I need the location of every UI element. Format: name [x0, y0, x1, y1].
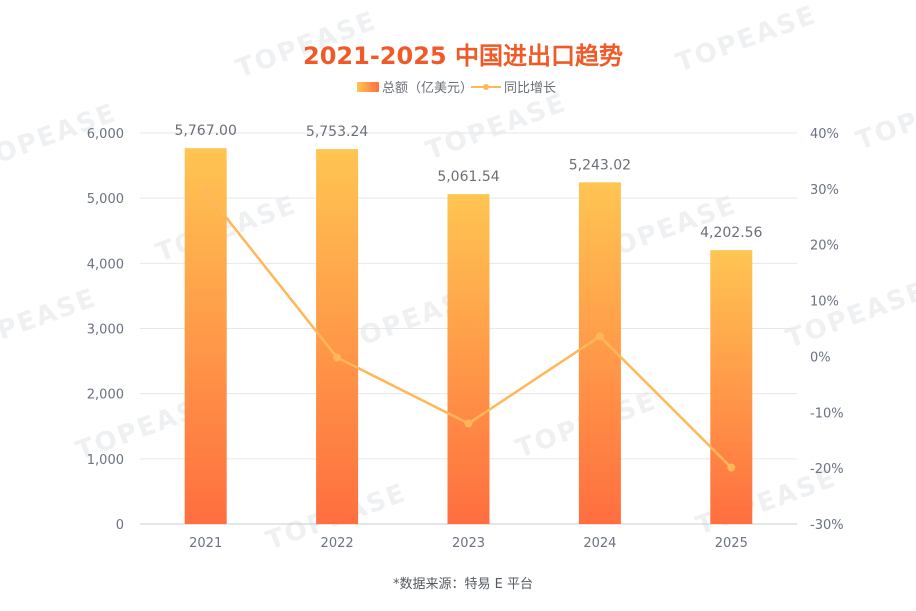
x-tick-label: 2024 — [583, 536, 616, 551]
legend-line-marker — [483, 84, 489, 90]
left-tick-label: 1,000 — [87, 453, 124, 468]
bar — [710, 250, 753, 524]
left-tick-label: 5,000 — [87, 192, 124, 207]
left-axis: 0 1,000 2,000 3,000 4,000 5,000 6,000 — [87, 127, 124, 533]
right-tick-label: 20% — [810, 239, 839, 254]
left-tick-label: 3,000 — [87, 323, 124, 338]
left-tick-label: 0 — [116, 518, 124, 533]
bar — [184, 148, 227, 524]
right-tick-label: -10% — [810, 406, 844, 421]
growth-point — [464, 419, 473, 428]
right-tick-label: 0% — [810, 350, 831, 365]
legend-line-label: 同比增长 — [504, 81, 556, 96]
growth-line-series — [201, 187, 736, 472]
x-tick-label: 2022 — [321, 536, 354, 551]
bar-series — [184, 148, 753, 525]
source-note: *数据来源：特易 E 平台 — [393, 577, 533, 592]
x-tick-label: 2023 — [452, 536, 485, 551]
right-tick-label: -20% — [810, 462, 844, 477]
left-tick-label: 2,000 — [87, 388, 124, 403]
bar-data-label: 5,243.02 — [569, 157, 631, 173]
x-tick-label: 2021 — [189, 536, 222, 551]
bar-data-label: 5,753.24 — [306, 124, 368, 140]
x-axis: 2021 2022 2023 2024 2025 — [189, 536, 748, 551]
growth-point — [595, 332, 604, 341]
right-tick-label: -30% — [810, 518, 844, 533]
bar-data-label: 5,767.00 — [175, 123, 237, 139]
bar-data-labels: 5,767.00 5,753.24 5,061.54 5,243.02 4,202.56 — [175, 123, 763, 241]
right-tick-label: 30% — [810, 183, 839, 198]
right-tick-label: 40% — [810, 127, 839, 142]
left-tick-label: 6,000 — [87, 127, 124, 142]
bar — [316, 149, 359, 525]
chart-title: 2021-2025 中国进出口趋势 — [303, 42, 623, 70]
watermark-text: TOPEASE — [672, 0, 821, 79]
left-tick-label: 4,000 — [87, 257, 124, 272]
growth-point — [333, 353, 342, 362]
growth-point — [727, 463, 736, 472]
growth-point — [201, 187, 210, 196]
watermark-text: TOPEASE — [782, 276, 916, 355]
bar-data-label: 4,202.56 — [700, 225, 762, 241]
right-tick-label: 10% — [810, 295, 839, 310]
watermark-text: TOPEASE — [0, 283, 101, 362]
watermark-text: TOPEASE — [422, 88, 571, 167]
chart-legend: 总额（亿美元） 同比增长 — [357, 81, 556, 96]
bar — [447, 194, 490, 524]
bar-data-label: 5,061.54 — [437, 169, 499, 185]
legend-bar-label: 总额（亿美元） — [382, 81, 473, 96]
bar — [578, 182, 621, 524]
right-axis: -30% -20% -10% 0% 10% 20% 30% 40% — [810, 127, 844, 533]
legend-bar-swatch — [357, 82, 379, 92]
watermark-text: TOPEASE — [852, 78, 916, 157]
x-tick-label: 2025 — [715, 536, 748, 551]
